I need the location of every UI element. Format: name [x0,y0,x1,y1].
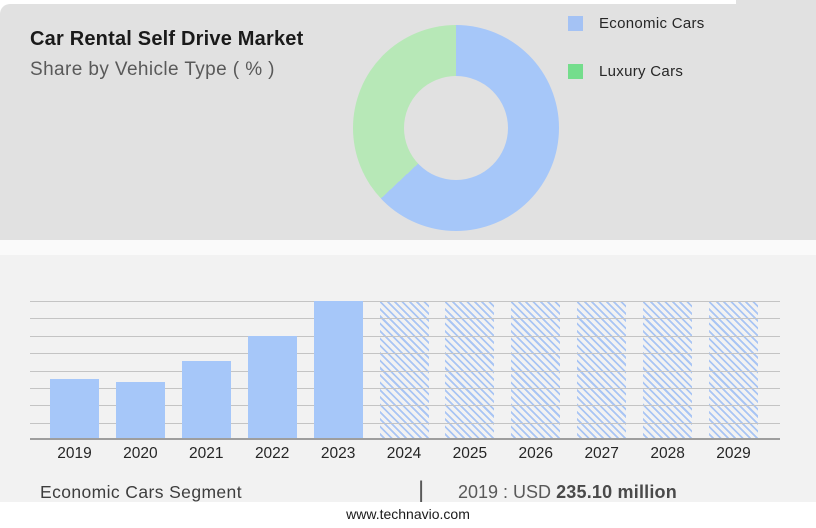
market-value-amount: 235.10 million [556,482,677,502]
separator-bar: | [418,477,425,504]
x-tick-label: 2019 [57,445,92,462]
x-tick-label: 2028 [650,445,685,462]
x-tick-label: 2025 [452,445,488,462]
x-tick-label: 2027 [584,445,619,462]
gridline [30,388,780,389]
legend-swatch-luxury-cars-icon [568,64,583,79]
x-axis-line [30,438,780,440]
x-tick-label: 2026 [518,445,554,462]
bar-2022 [247,336,297,440]
segment-label: Economic Cars Segment [40,482,242,502]
gridline [30,423,780,424]
x-tick-label: 2020 [123,445,158,462]
page-subtitle: Share by Vehicle Type ( % ) [30,59,275,80]
bar-2020 [115,382,165,440]
x-tick-label: 2021 [189,445,224,462]
gridline [30,318,780,319]
x-tick-label: 2024 [386,445,422,462]
website-link[interactable]: www.technavio.com [346,506,470,522]
section-divider-strip [0,240,816,255]
x-tick-label: 2022 [254,445,290,462]
legend-label: Luxury Cars [599,63,684,80]
gridline [30,405,780,406]
header-panel-top-right-extension [736,0,816,6]
forecast-bar-2026 [511,301,561,440]
gridline [30,301,780,302]
gridline [30,371,780,372]
bar-2021 [181,361,231,440]
legend-label: Economic Cars [599,15,705,32]
forecast-bar-2028 [643,301,693,440]
forecast-bar-2027 [577,301,627,440]
footer: www.technavio.com [0,502,816,528]
bar-2023 [313,301,363,440]
forecast-bar-2024 [379,301,429,440]
market-value-text: 2019 : USD 235.10 million [458,482,677,503]
x-axis-labels: 2019 2020 2021 2022 2023 2024 2025 2026 2027 2028… [30,445,780,465]
forecast-bar-2029 [709,301,758,440]
donut-chart [353,25,559,231]
gridline [30,353,780,354]
legend-item-luxury-cars: Luxury Cars [568,63,683,80]
legend-item-economic-cars: Economic Cars [568,15,705,32]
forecast-bar-2025 [445,301,495,440]
bar-chart [30,301,780,440]
bar-2019 [50,379,99,440]
x-tick-label: 2023 [320,445,356,462]
page-title: Car Rental Self Drive Market [30,28,304,50]
x-tick-label: 2029 [716,445,751,462]
market-value-prefix: 2019 : USD [458,482,552,502]
gridline [30,336,780,337]
donut-hole [404,76,508,180]
legend-swatch-economic-cars-icon [568,16,583,31]
